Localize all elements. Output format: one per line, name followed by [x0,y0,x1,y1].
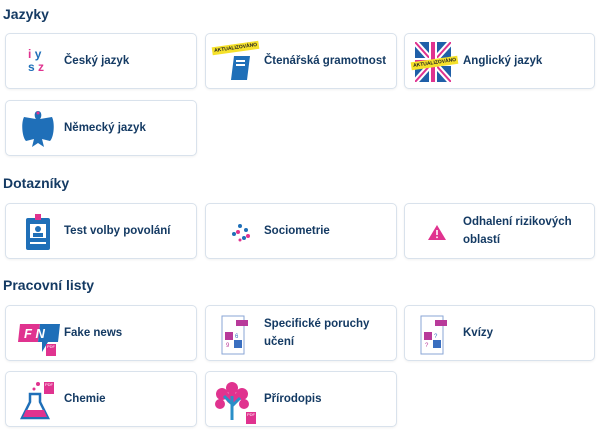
card-label: Německý jazyk [64,122,146,134]
card-test-volby-povolani[interactable]: Test volby povolání [5,203,197,259]
fake-news-logo-icon: F N [18,314,60,354]
card-anglicky-jazyk[interactable]: AKTUALIZOVÁNO Anglický jazyk [404,33,595,89]
section-title-pracovni-listy: Pracovní listy [3,277,95,293]
card-label: Český jazyk [64,55,130,67]
card-label: Test volby povolání [64,225,171,237]
pdf-icon: PDF [246,412,256,424]
card-label: Odhalení rizikových oblastí [463,216,572,246]
card-fake-news[interactable]: F N PDF Fake news [5,305,197,361]
german-eagle-icon [18,109,58,149]
card-chemie[interactable]: PDF Chemie [5,371,197,427]
letter-z: z [38,60,45,74]
id-badge-icon [18,212,58,252]
card-cesky-jazyk[interactable]: i y s z Český jazyk [5,33,197,89]
question-mark: ? [434,334,438,340]
digit-6: 6 [235,334,239,340]
letter-i: i [28,47,32,61]
warning-icon [417,212,457,252]
section-title-dotazniky: Dotazníky [3,175,70,191]
flask-icon [18,380,58,420]
pdf-icon: PDF [44,382,54,394]
letter-s: s [28,60,35,74]
card-label: Čtenářská gramotnost [264,55,387,67]
card-label: Fake news [64,327,123,339]
card-label: Chemie [64,393,106,405]
quiz-worksheet-icon: ?? [417,314,457,355]
card-sociometrie[interactable]: Sociometrie [205,203,397,259]
pdf-icon: PDF [46,344,56,356]
card-odhaleni-rizikovych-oblasti[interactable]: Odhalení rizikových oblastí [404,203,595,259]
card-ctenarska-gramotnost[interactable]: AKTUALIZOVÁNO Čtenářská gramotnost [205,33,397,89]
book-icon [218,42,258,82]
card-label: Přírodopis [264,393,322,405]
letter-y: y [34,47,42,61]
fn-text: F N [24,326,46,341]
tree-icon [212,380,252,420]
card-kvizy[interactable]: ?? Kvízy [404,305,595,361]
card-label: Specifické poruchy učení [264,318,370,348]
card-label: Kvízy [463,327,494,339]
question-mark: ? [425,343,429,349]
ysz-icon: i y s z [18,42,58,82]
card-nemecky-jazyk[interactable]: Německý jazyk [5,100,197,156]
network-dots-icon [218,212,258,252]
digit-9: 9 [226,343,230,349]
card-prirodopis[interactable]: PDF Přírodopis [205,371,397,427]
card-label: Sociometrie [264,225,330,237]
card-label: Anglický jazyk [463,55,543,67]
section-title-jazyky: Jazyky [3,6,49,22]
